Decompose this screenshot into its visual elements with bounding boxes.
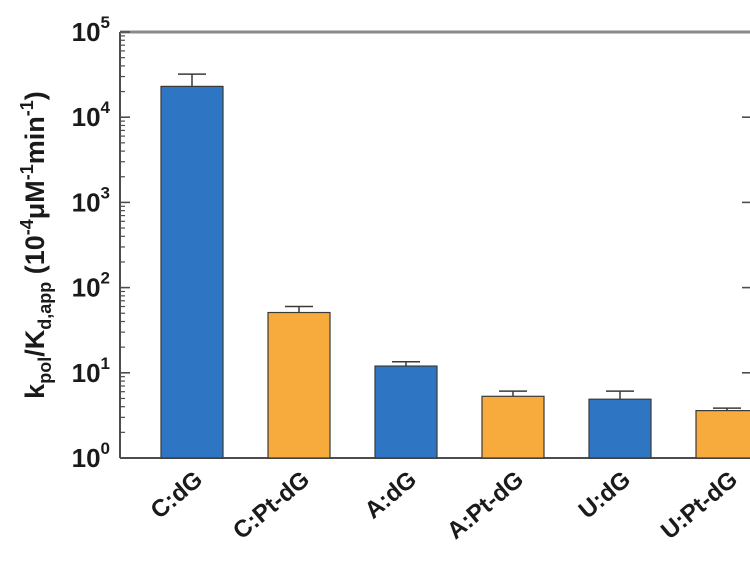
bar-c-pt-dg [267, 311, 331, 459]
y-tick-label: 103 [72, 183, 110, 217]
error-bar [713, 407, 741, 411]
y-tick-label: 105 [72, 13, 110, 47]
x-tick-label: A:Pt-dG [442, 466, 529, 545]
y-tick-label: 104 [72, 98, 111, 132]
error-bar [392, 360, 420, 367]
error-bars [178, 73, 741, 411]
error-bar [606, 390, 634, 400]
x-tick-label: C:dG [146, 466, 208, 524]
error-bar [285, 305, 313, 313]
y-axis-label: kpol/Kd,app (10-4μM-1min-1) [17, 91, 55, 399]
y-axis-ticks [120, 31, 750, 459]
x-tick-label: A:dG [360, 466, 422, 524]
bar-c-dg [160, 85, 224, 459]
y-tick-labels: 100 101 102 103 104 105 [72, 13, 111, 473]
x-tick-labels: C:dG C:Pt-dG A:dG A:Pt-dG U:dG U:Pt-dG [146, 466, 743, 545]
bars [160, 85, 750, 459]
x-tick-label: U:Pt-dG [656, 466, 743, 545]
y-tick-label: 102 [72, 269, 110, 303]
error-bar [178, 73, 206, 87]
bar-a-dg [374, 365, 438, 459]
error-bar [499, 390, 527, 397]
x-tick-label: C:Pt-dG [228, 466, 315, 545]
bar-a-pt-dg [481, 395, 545, 459]
y-tick-label: 101 [72, 354, 110, 388]
y-tick-label: 100 [72, 439, 110, 473]
bar-u-pt-dg [695, 410, 750, 459]
bar-u-dg [588, 398, 652, 459]
x-tick-label: U:dG [574, 466, 636, 524]
